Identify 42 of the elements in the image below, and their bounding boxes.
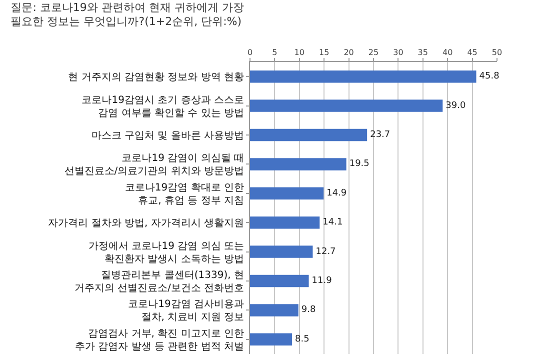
bar — [250, 128, 368, 142]
y-tick-label: 코로나19감염 확대로 인한 휴교, 휴업 등 정부 지침 — [124, 182, 244, 206]
y-tick-label: 자가격리 절차와 방법, 자가격리시 생활지원 — [48, 218, 244, 230]
data-label: 12.7 — [316, 246, 336, 257]
data-label: 23.7 — [370, 130, 390, 140]
bar — [250, 304, 298, 316]
data-label: 45.8 — [479, 72, 500, 82]
y-tick-label: 코로나19감염 검사비용과 절차, 치료비 지원 정보 — [128, 299, 244, 324]
x-tick-label: 20 — [344, 48, 354, 57]
x-tick-label: 10 — [294, 48, 304, 57]
bar — [250, 70, 476, 83]
data-label: 11.9 — [312, 276, 332, 286]
x-tick-label: 45 — [467, 48, 478, 57]
data-label: 8.5 — [294, 334, 310, 344]
data-label: 9.8 — [301, 305, 316, 316]
bar — [250, 216, 320, 229]
x-tick-label: 35 — [418, 48, 428, 57]
data-label: 19.5 — [349, 159, 370, 170]
x-tick-label: 30 — [393, 48, 404, 57]
bar — [250, 100, 443, 112]
data-label: 39.0 — [446, 100, 466, 111]
y-tick-label: 코로나19감염시 초기 증상과 스스로 감염 여부를 확인할 수 있는 방법 — [82, 94, 244, 119]
y-tick-label: 현 거주지의 감염현황 정보와 방역 현황 — [68, 72, 244, 84]
bar — [250, 333, 292, 346]
x-tick-label: 40 — [442, 48, 453, 57]
bar — [250, 158, 346, 170]
x-tick-label: 50 — [492, 48, 502, 57]
data-label: 14.9 — [326, 188, 347, 198]
bar — [250, 246, 313, 258]
x-tick-label: 15 — [319, 48, 330, 57]
y-tick-label: 감염검사 거부, 확진 미고지로 인한 추가 감염자 발생 등 관련한 법적 처벌 — [74, 328, 244, 352]
text: 질문: 코로나19와 관련하여 현재 귀하에게 가장 필요한 정보는 무엇입니까?(1+2순위, 단위:%) — [10, 0, 244, 28]
x-tick-label: 0 — [247, 48, 253, 57]
y-tick-label: 질병관리본부 콜센터(1339), 현 거주지의 선별진료소/보건소 전화번호 — [74, 270, 244, 294]
y-tick-label: 마스크 구입처 및 올바른 사용방법 — [91, 130, 244, 142]
bar — [250, 187, 324, 200]
x-tick-label: 5 — [272, 48, 278, 57]
data-label: 14.1 — [322, 218, 343, 228]
y-tick-label: 코로나19 감염이 의심될 때 선별진료소/의료기관의 위치와 방문방법 — [64, 153, 244, 178]
y-tick-label: 가정에서 코로나19 감염 의심 또는 확진환자 발생시 소독하는 방법 — [88, 240, 244, 265]
bar — [250, 274, 309, 288]
x-tick-label: 25 — [368, 48, 379, 57]
